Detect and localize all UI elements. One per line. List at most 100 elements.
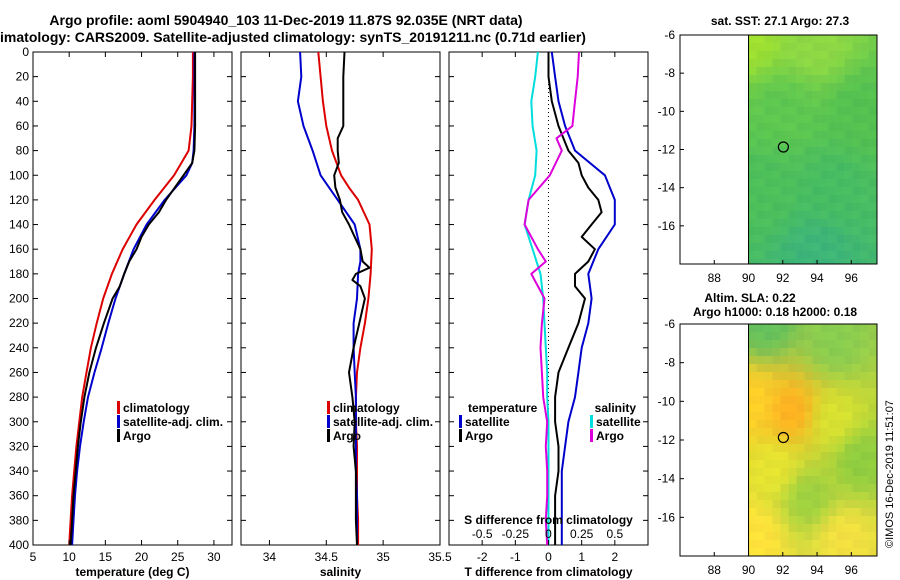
map-2-cell [844, 412, 853, 420]
map-1-cell [844, 147, 853, 155]
map-1-cell [756, 51, 765, 59]
difference-s-tick-label: -0.5 [472, 527, 493, 541]
map-1-cell [820, 259, 829, 264]
map-2-cell [852, 332, 861, 340]
map-2-cell [852, 412, 861, 420]
map-1-cell [844, 43, 853, 51]
map-1-cell [836, 187, 845, 195]
map-1-cell [820, 187, 829, 195]
map-2-cell [788, 476, 797, 484]
map-2-cell [852, 540, 861, 548]
temperature-legend-0-label: climatology [123, 401, 190, 415]
map-2-cell [844, 388, 853, 396]
map-1-field [748, 35, 877, 264]
map-2-cell [860, 444, 869, 452]
map-1-cell [860, 171, 869, 179]
map-2-cell [796, 532, 805, 540]
map-2-cell [868, 532, 877, 540]
map-2-cell [804, 412, 813, 420]
map-1-cell [804, 147, 813, 155]
map-2-cell [788, 484, 797, 492]
map-2-cell [812, 524, 821, 532]
map-1-cell [772, 139, 781, 147]
map-1-cell [852, 187, 861, 195]
map-1-cell [780, 43, 789, 51]
map-2-cell [812, 324, 821, 332]
map-2-cell [868, 332, 877, 340]
map-2-cell [796, 540, 805, 548]
map-2-cell [772, 532, 781, 540]
map-1-cell [812, 187, 821, 195]
map-1-cell [844, 195, 853, 203]
map-1-cell [828, 251, 837, 259]
map-2-cell [820, 516, 829, 524]
map-1-cell [756, 243, 765, 251]
map-1-cell [836, 35, 845, 43]
map-1-cell [804, 75, 813, 83]
map-1-cell [868, 91, 877, 99]
map-1-cell [772, 107, 781, 115]
map-1-cell [748, 251, 757, 259]
map-1-cell [844, 251, 853, 259]
map-1-cell [820, 139, 829, 147]
map-2-cell [860, 332, 869, 340]
map-1-cell [796, 227, 805, 235]
map-1-cell [860, 75, 869, 83]
map-1-cell [812, 123, 821, 131]
map-2-cell [844, 532, 853, 540]
map-1-cell [804, 243, 813, 251]
depth-tick-label: 0 [22, 45, 29, 59]
map-1-cell [748, 227, 757, 235]
map-1-cell [748, 75, 757, 83]
map-2-cell [812, 540, 821, 548]
map-2-cell [780, 484, 789, 492]
map-2-cell [780, 348, 789, 356]
map-2-cell [836, 388, 845, 396]
map-2-cell [796, 524, 805, 532]
map-1-cell [780, 243, 789, 251]
map-2-cell [756, 332, 765, 340]
map-2-cell [788, 324, 797, 332]
map-1-cell [852, 75, 861, 83]
map-1-cell [820, 179, 829, 187]
map-1-cell [828, 195, 837, 203]
map-2-cell [780, 364, 789, 372]
map-2-cell [756, 324, 765, 332]
map-1-cell [780, 211, 789, 219]
map-1-cell [764, 59, 773, 67]
map-1-cell [828, 171, 837, 179]
map-2-cell [772, 388, 781, 396]
map-2-cell [748, 500, 757, 508]
map-2-cell [860, 388, 869, 396]
map-1-xtick-label: 92 [776, 271, 790, 285]
map-2-cell [748, 356, 757, 364]
map-1-cell [804, 227, 813, 235]
difference-legend-t-argo-swatch [459, 429, 462, 442]
map-1-cell [812, 91, 821, 99]
map-1-cell [772, 259, 781, 264]
map-2-cell [852, 508, 861, 516]
map-1-cell [852, 83, 861, 91]
map-1-cell [804, 35, 813, 43]
map-2-cell [844, 452, 853, 460]
map-1-cell [756, 251, 765, 259]
map-2-cell [772, 372, 781, 380]
map-2-cell [804, 420, 813, 428]
map-1-cell [788, 43, 797, 51]
map-1-cell [868, 227, 877, 235]
map-2-cell [772, 324, 781, 332]
map-2-cell [796, 492, 805, 500]
map-1-cell [836, 59, 845, 67]
map-1-cell [820, 75, 829, 83]
map-2-cell [828, 532, 837, 540]
map-2-cell [820, 380, 829, 388]
map-2-cell [820, 452, 829, 460]
map-1-cell [796, 155, 805, 163]
map-2-cell [788, 340, 797, 348]
map-1-cell [780, 187, 789, 195]
map-2-cell [828, 332, 837, 340]
map-1-cell [764, 251, 773, 259]
map-2-cell [836, 452, 845, 460]
map-1-cell [860, 43, 869, 51]
map-1-cell [836, 155, 845, 163]
